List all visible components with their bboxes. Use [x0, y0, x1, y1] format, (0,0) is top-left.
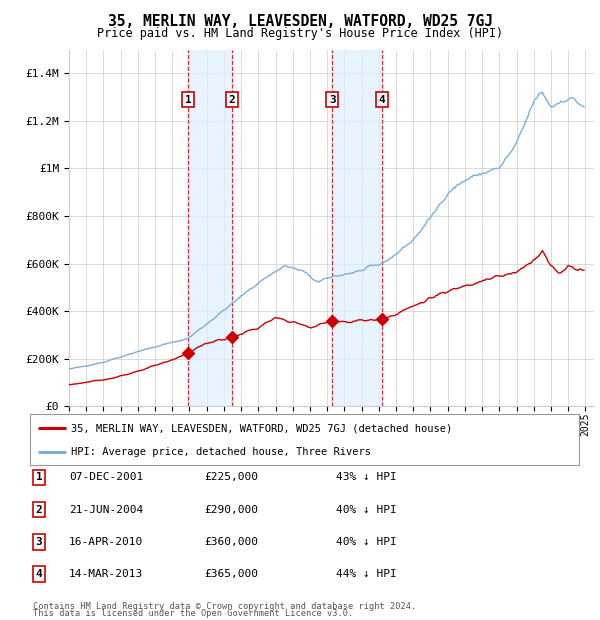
Text: HPI: Average price, detached house, Three Rivers: HPI: Average price, detached house, Thre… — [71, 447, 371, 458]
Text: 2: 2 — [35, 505, 43, 515]
Text: 4: 4 — [35, 569, 43, 579]
Text: 43% ↓ HPI: 43% ↓ HPI — [336, 472, 397, 482]
Text: Price paid vs. HM Land Registry's House Price Index (HPI): Price paid vs. HM Land Registry's House … — [97, 27, 503, 40]
Text: Contains HM Land Registry data © Crown copyright and database right 2024.: Contains HM Land Registry data © Crown c… — [33, 602, 416, 611]
Text: 3: 3 — [329, 94, 335, 105]
Text: 40% ↓ HPI: 40% ↓ HPI — [336, 537, 397, 547]
Text: 44% ↓ HPI: 44% ↓ HPI — [336, 569, 397, 579]
Text: £365,000: £365,000 — [204, 569, 258, 579]
Text: 35, MERLIN WAY, LEAVESDEN, WATFORD, WD25 7GJ: 35, MERLIN WAY, LEAVESDEN, WATFORD, WD25… — [107, 14, 493, 29]
Text: 4: 4 — [379, 94, 386, 105]
Text: £225,000: £225,000 — [204, 472, 258, 482]
Text: 1: 1 — [35, 472, 43, 482]
Text: 21-JUN-2004: 21-JUN-2004 — [69, 505, 143, 515]
Text: £360,000: £360,000 — [204, 537, 258, 547]
Text: 3: 3 — [35, 537, 43, 547]
Text: 16-APR-2010: 16-APR-2010 — [69, 537, 143, 547]
Text: 14-MAR-2013: 14-MAR-2013 — [69, 569, 143, 579]
Bar — [331, 50, 383, 406]
Text: 2: 2 — [229, 94, 235, 105]
Text: 1: 1 — [185, 94, 191, 105]
Text: 07-DEC-2001: 07-DEC-2001 — [69, 472, 143, 482]
Bar — [187, 50, 233, 406]
Text: This data is licensed under the Open Government Licence v3.0.: This data is licensed under the Open Gov… — [33, 609, 353, 618]
Text: 40% ↓ HPI: 40% ↓ HPI — [336, 505, 397, 515]
Text: 35, MERLIN WAY, LEAVESDEN, WATFORD, WD25 7GJ (detached house): 35, MERLIN WAY, LEAVESDEN, WATFORD, WD25… — [71, 423, 452, 433]
Text: £290,000: £290,000 — [204, 505, 258, 515]
